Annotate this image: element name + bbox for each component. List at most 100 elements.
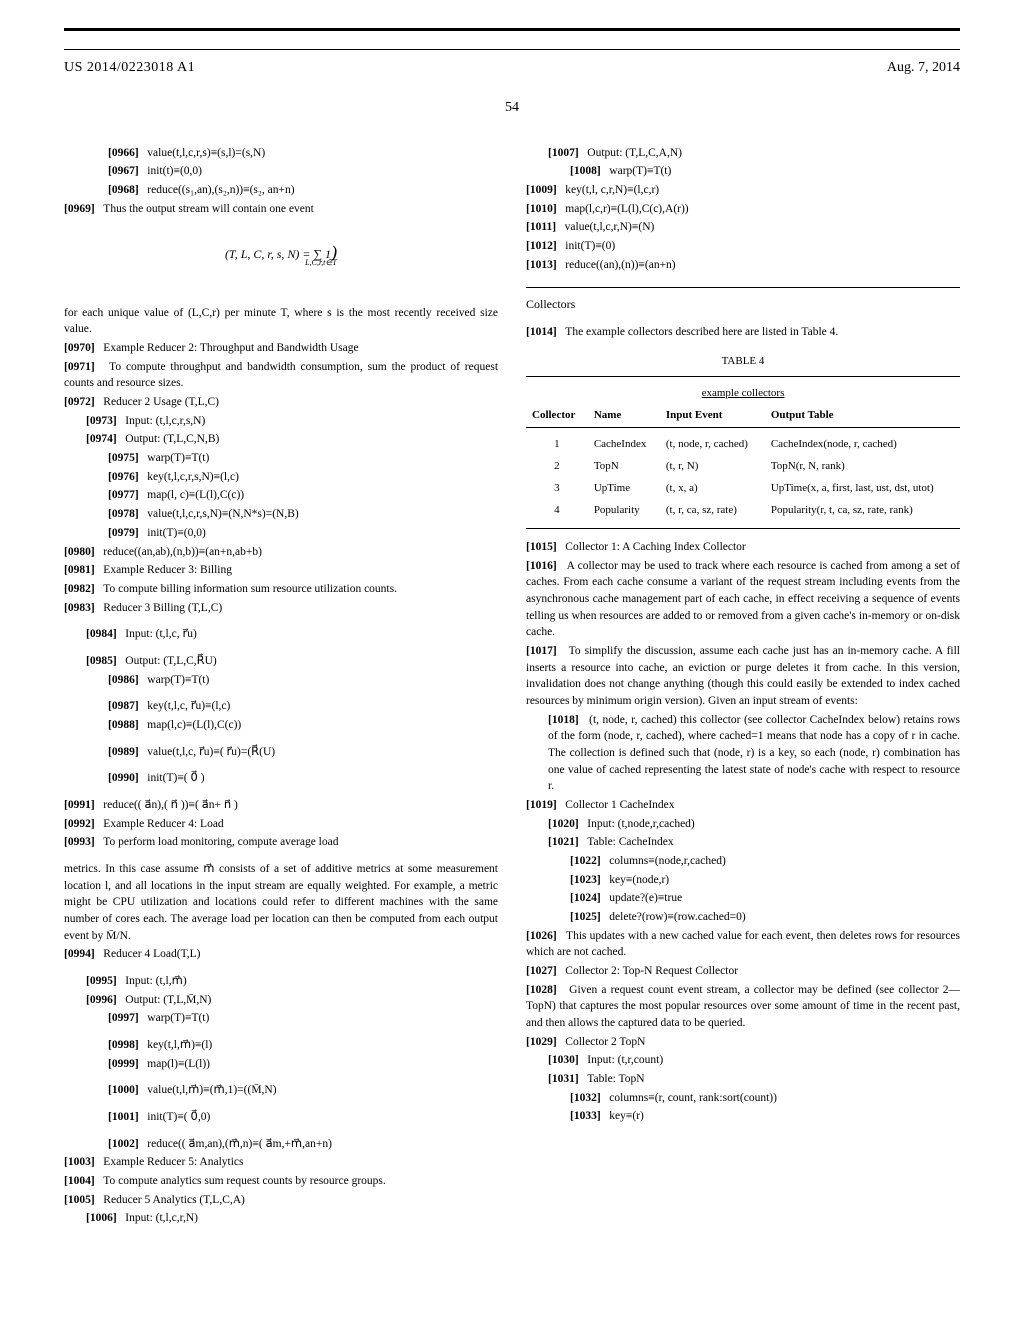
para-1001: [1001] init(T)≡( 0⃗,0)	[64, 1109, 498, 1126]
para-1014: [1014] The example collectors described …	[526, 324, 960, 341]
para-1023: [1023] key≡(node,r)	[526, 872, 960, 889]
table-row: 1 CacheIndex (t, node, r, cached) CacheI…	[526, 434, 960, 456]
para-text: This updates with a new cached value for…	[526, 930, 960, 959]
para-text: init(T)≡(0,0)	[147, 527, 206, 539]
para-1007: [1007] Output: (T,L,C,A,N)	[526, 145, 960, 162]
para-text: To compute analytics sum request counts …	[103, 1175, 385, 1187]
para-num: [0988]	[108, 719, 139, 731]
para-0983: [0983] Reducer 3 Billing (T,L,C)	[64, 600, 498, 617]
cell: UpTime	[588, 478, 660, 500]
para-text: Input: (t,r,count)	[587, 1054, 663, 1066]
para-text: The example collectors described here ar…	[565, 326, 838, 338]
para-1006: [1006] Input: (t,l,c,r,N)	[64, 1210, 498, 1227]
th-input: Input Event	[660, 405, 765, 427]
para-num: [1000]	[108, 1084, 139, 1096]
para-text: Output: (T,L,M̄,N)	[125, 994, 211, 1006]
para-num: [0985]	[86, 655, 117, 667]
para-0969: [0969] Thus the output stream will conta…	[64, 201, 498, 218]
para-text: reduce((an),(n))≡(an+n)	[565, 259, 675, 271]
para-num: [0990]	[108, 772, 139, 784]
para-text: warp(T)≡T(t)	[147, 1012, 209, 1024]
para-num: [0967]	[108, 165, 139, 177]
para-text: value(t,l,c,r,N)≡(N)	[565, 221, 655, 233]
para-num: [0983]	[64, 602, 95, 614]
para-num: [1004]	[64, 1175, 95, 1187]
para-text: init(T)≡( 0⃗ )	[147, 772, 204, 784]
para-num: [1016]	[526, 560, 557, 572]
para-num: [0993]	[64, 836, 95, 848]
para-0998: [0998] key(t,l,m⃗)≡(l)	[64, 1037, 498, 1054]
para-text: Reducer 5 Analytics (T,L,C,A)	[103, 1194, 245, 1206]
para-text: Collector 2 TopN	[565, 1036, 645, 1048]
para-num: [0986]	[108, 674, 139, 686]
para-0971: [0971] To compute throughput and bandwid…	[64, 359, 498, 392]
para-num: [0987]	[108, 700, 139, 712]
para-after-formula: for each unique value of (L,C,r) per min…	[64, 305, 498, 338]
para-text: key(t,l,m⃗)≡(l)	[147, 1039, 212, 1051]
para-num: [0977]	[108, 489, 139, 501]
table-row: 4 Popularity (t, r, ca, sz, rate) Popula…	[526, 500, 960, 522]
para-0993: [0993] To perform load monitoring, compu…	[64, 834, 498, 851]
para-1022: [1022] columns≡(node,r,cached)	[526, 853, 960, 870]
para-text: init(T)≡(0)	[565, 240, 615, 252]
para-num: [0970]	[64, 342, 95, 354]
table-row: 3 UpTime (t, x, a) UpTime(x, a, first, l…	[526, 478, 960, 500]
para-0975: [0975] warp(T)≡T(t)	[64, 450, 498, 467]
para-1020: [1020] Input: (t,node,r,cached)	[526, 816, 960, 833]
para-0989: [0989] value(t,l,c, r⃗u)≡( r⃗u)=(R⃗(U)	[64, 744, 498, 761]
para-0987: [0987] key(t,l,c, r⃗u)≡(l,c)	[64, 698, 498, 715]
para-1032: [1032] columns≡(r, count, rank:sort(coun…	[526, 1090, 960, 1107]
para-text: reduce(( a⃗m,an),(m⃗,n)≡( a⃗m,+m⃗,an+n)	[147, 1138, 332, 1150]
para-text: Output: (T,L,C,N,B)	[125, 433, 219, 445]
th-collector: Collector	[526, 405, 588, 427]
page-number: 54	[64, 98, 960, 118]
para-num: [1029]	[526, 1036, 557, 1048]
para-num: [0978]	[108, 508, 139, 520]
cell: UpTime(x, a, first, last, ust, dst, utot…	[765, 478, 960, 500]
para-text: Input: (t,l,c, r⃗u)	[125, 628, 196, 640]
para-num: [0974]	[86, 433, 117, 445]
para-1003: [1003] Example Reducer 5: Analytics	[64, 1154, 498, 1171]
cell: 2	[526, 456, 588, 478]
para-num: [0976]	[108, 471, 139, 483]
para-text: Input: (t,l,m⃗)	[125, 975, 186, 987]
para-num: [0975]	[108, 452, 139, 464]
cell: CacheIndex	[588, 434, 660, 456]
para-0999: [0999] map(l)≡(L(l))	[64, 1056, 498, 1073]
para-0984: [0984] Input: (t,l,c, r⃗u)	[64, 626, 498, 643]
para-1010: [1010] map(l,c,r)≡(L(l),C(c),A(r))	[526, 201, 960, 218]
para-1019: [1019] Collector 1 CacheIndex	[526, 797, 960, 814]
para-0994: [0994] Reducer 4 Load(T,L)	[64, 946, 498, 963]
para-num: [0968]	[108, 184, 139, 196]
para-text: Reducer 2 Usage (T,L,C)	[103, 396, 219, 408]
para-0982: [0982] To compute billing information su…	[64, 581, 498, 598]
para-text: warp(T)≡T(t)	[147, 674, 209, 686]
para-num: [0979]	[108, 527, 139, 539]
para-num: [1018]	[548, 714, 579, 726]
para-0972: [0972] Reducer 2 Usage (T,L,C)	[64, 394, 498, 411]
collectors-heading: Collectors	[526, 296, 960, 313]
para-text: Example Reducer 4: Load	[103, 818, 223, 830]
para-num: [1014]	[526, 326, 557, 338]
table-4-caption: TABLE 4	[526, 354, 960, 370]
para-0981: [0981] Example Reducer 3: Billing	[64, 562, 498, 579]
cell: (t, node, r, cached)	[660, 434, 765, 456]
para-text: Example Reducer 5: Analytics	[103, 1156, 243, 1168]
para-num: [1007]	[548, 147, 579, 159]
para-num: [1010]	[526, 203, 557, 215]
para-num: [1031]	[548, 1073, 579, 1085]
para-text: delete?(row)≡(row.cached=0)	[609, 911, 745, 923]
para-num: [0991]	[64, 799, 95, 811]
para-num: [1033]	[570, 1110, 601, 1122]
para-1024: [1024] update?(e)≡true	[526, 890, 960, 907]
cell: Popularity(r, t, ca, sz, rate, rank)	[765, 500, 960, 522]
right-column: [1007] Output: (T,L,C,A,N) [1008] warp(T…	[526, 143, 960, 1229]
para-1000: [1000] value(t,l,m⃗)≡(m⃗,1)=((M̄,N)	[64, 1082, 498, 1099]
para-text: warp(T)≡T(t)	[147, 452, 209, 464]
para-text: Collector 1 CacheIndex	[565, 799, 674, 811]
cell: (t, r, N)	[660, 456, 765, 478]
para-num: [1022]	[570, 855, 601, 867]
header-rule	[64, 28, 960, 50]
para-1030: [1030] Input: (t,r,count)	[526, 1052, 960, 1069]
para-text: To compute throughput and bandwidth cons…	[64, 361, 498, 390]
